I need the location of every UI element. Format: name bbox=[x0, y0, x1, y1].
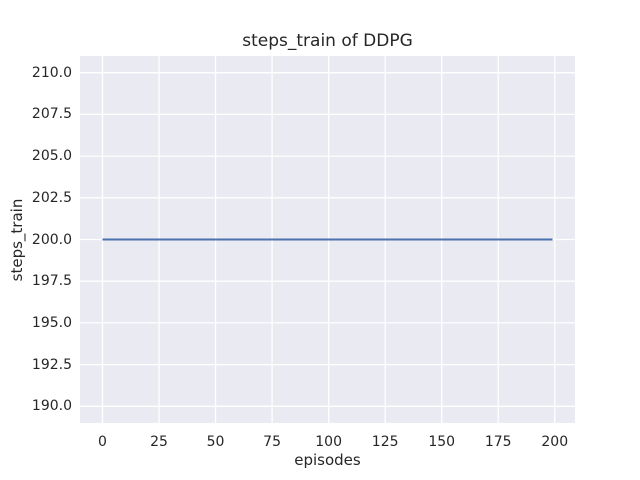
y-tick-label: 195.0 bbox=[31, 314, 72, 331]
chart-title: steps_train of DDPG bbox=[242, 31, 413, 51]
x-tick-label: 50 bbox=[206, 434, 225, 450]
y-tick-label: 192.5 bbox=[31, 356, 72, 373]
y-tick-label: 190.0 bbox=[31, 398, 72, 415]
y-tick-label: 210.0 bbox=[31, 64, 72, 81]
x-axis-label: episodes bbox=[294, 451, 361, 469]
y-axis-label: steps_train bbox=[8, 198, 26, 282]
x-tick-label: 0 bbox=[98, 434, 107, 450]
x-tick-label: 25 bbox=[150, 434, 168, 450]
y-tick-label: 197.5 bbox=[31, 273, 72, 290]
plot-area bbox=[80, 56, 575, 423]
y-tick-label: 205.0 bbox=[31, 148, 72, 165]
x-tick-label: 125 bbox=[371, 434, 399, 450]
x-tick-label: 175 bbox=[484, 434, 512, 450]
y-tick-label: 202.5 bbox=[31, 189, 72, 206]
plot-canvas bbox=[80, 56, 575, 423]
x-tick-label: 200 bbox=[541, 434, 569, 450]
y-tick-label: 200.0 bbox=[31, 231, 72, 248]
y-tick-label: 207.5 bbox=[31, 106, 72, 123]
x-tick-label: 100 bbox=[315, 434, 342, 450]
x-tick-label: 75 bbox=[263, 434, 282, 450]
x-tick-label: 150 bbox=[428, 434, 456, 450]
